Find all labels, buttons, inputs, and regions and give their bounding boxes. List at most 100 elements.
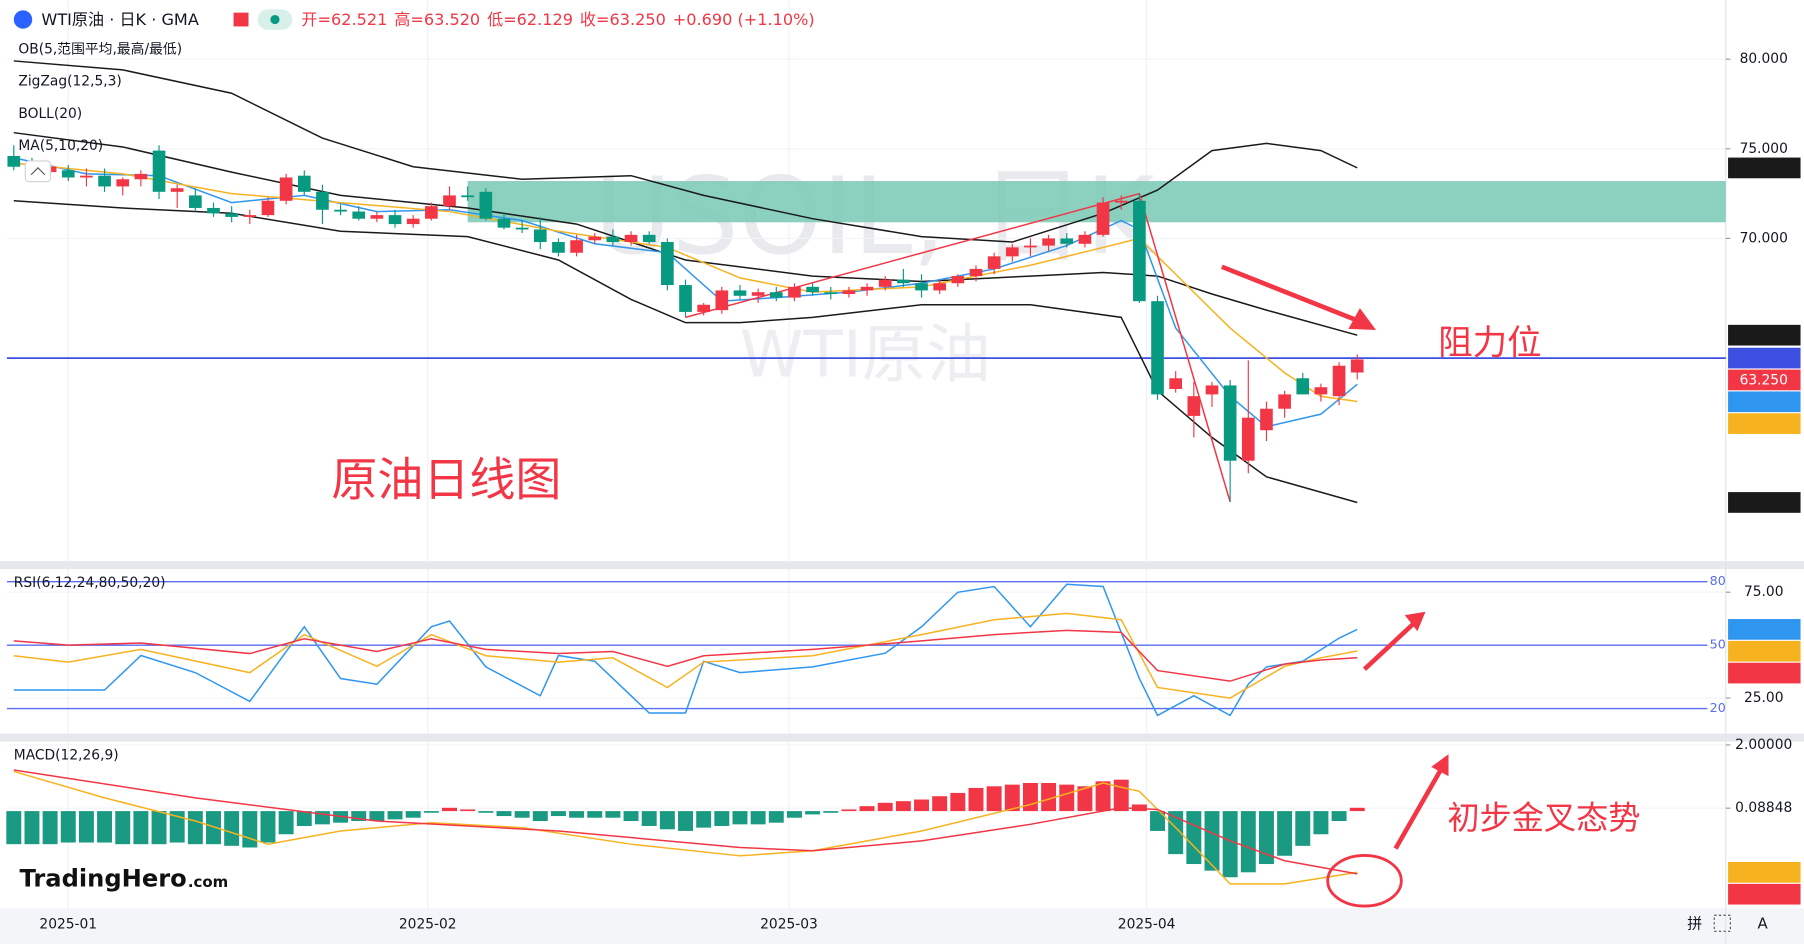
y-tick-label: 75.000 <box>1740 141 1788 157</box>
toolbar-button[interactable]: A <box>1757 914 1768 932</box>
candle-body <box>1260 408 1273 431</box>
histogram-bar <box>42 811 58 845</box>
candle-body <box>80 175 93 178</box>
histogram-bar <box>1295 811 1311 846</box>
arrow <box>1220 264 1362 325</box>
histogram-bar <box>242 811 258 848</box>
candle-body <box>1042 238 1055 246</box>
candle-body <box>806 286 819 293</box>
last-value-box <box>1728 157 1801 179</box>
candle-body <box>824 292 838 295</box>
candle-body <box>588 236 602 241</box>
candle-body <box>261 200 275 216</box>
candle-body <box>1205 385 1219 395</box>
histogram-bar <box>786 811 802 818</box>
last-value-box <box>1728 640 1801 662</box>
histogram-bar <box>968 787 984 812</box>
histogram-bar <box>659 811 675 830</box>
candle-body <box>788 286 801 298</box>
candle-body <box>1024 245 1037 248</box>
indicator-label: MACD(12,26,9) <box>14 747 119 763</box>
series-line <box>13 200 1358 504</box>
level-label: 20 <box>1710 700 1726 715</box>
last-value-box <box>1728 347 1801 369</box>
histogram-bar <box>914 799 930 812</box>
indicator-label: OB(5,范围平均,最高/最低) <box>18 40 182 57</box>
panel-separator <box>0 733 1804 742</box>
candle-body <box>370 215 384 219</box>
histogram-bar <box>24 811 40 845</box>
candle-body <box>1151 301 1164 395</box>
histogram-bar <box>805 811 821 815</box>
histogram-bar <box>133 811 149 845</box>
header-value: 收=63.250 <box>580 10 666 29</box>
candle-body <box>552 242 565 253</box>
histogram-bar <box>605 811 621 818</box>
x-tick-label: 2025-03 <box>760 916 818 932</box>
candle-body <box>1005 247 1019 257</box>
annotation: 原油日线图 <box>331 452 561 506</box>
fullscreen-icon[interactable] <box>1713 914 1731 932</box>
watermark-sub: WTI原油 <box>740 317 991 392</box>
histogram-bar <box>260 811 276 843</box>
collapse-button[interactable] <box>24 160 52 183</box>
histogram-bar <box>460 809 476 812</box>
histogram-bar <box>1131 804 1147 812</box>
indicator-label: RSI(6,12,24,80,50,20) <box>14 575 166 591</box>
candle-body <box>606 236 620 243</box>
series-line <box>13 60 1358 243</box>
y-tick-label: 0.08848 <box>1735 800 1792 816</box>
histogram-bar <box>950 792 966 812</box>
candle-body <box>1296 378 1310 395</box>
histogram-bar <box>641 811 657 826</box>
last-value-label: 63.250 <box>1740 373 1788 389</box>
histogram-bar <box>1150 811 1166 831</box>
order-block-zone <box>467 181 1726 223</box>
arrow-head <box>1431 754 1449 777</box>
candle-body <box>443 195 456 207</box>
candle-body <box>933 283 947 291</box>
header-value: 低=62.129 <box>487 10 573 29</box>
candle-body <box>116 179 130 187</box>
last-value-box <box>1728 492 1801 513</box>
histogram-bar <box>387 811 403 820</box>
candle-body <box>1241 417 1255 461</box>
candle-body <box>533 229 547 243</box>
last-value-box <box>1728 662 1801 684</box>
histogram-bar <box>1077 786 1093 812</box>
candle-body <box>570 240 583 253</box>
histogram-bar <box>97 811 113 843</box>
histogram-bar <box>278 811 294 835</box>
histogram-bar <box>714 811 730 826</box>
histogram-bar <box>932 796 948 812</box>
y-tick-label: 2.00000 <box>1735 737 1792 753</box>
toolbar-button[interactable]: 拼 <box>1687 914 1702 932</box>
level-label: 50 <box>1710 637 1726 652</box>
candle-body <box>189 195 202 208</box>
histogram-bar <box>1168 811 1184 855</box>
histogram-bar <box>60 811 76 843</box>
symbol-icon <box>13 10 33 29</box>
histogram-bar <box>550 811 566 817</box>
histogram-bar <box>78 811 94 843</box>
candle-body <box>1187 396 1201 416</box>
candle-body <box>7 155 21 167</box>
histogram-bar <box>768 811 784 823</box>
histogram-bar <box>115 811 131 845</box>
header-value: 开=62.521 <box>301 10 387 29</box>
candle-body <box>425 206 438 219</box>
candle-body <box>642 234 656 243</box>
histogram-bar <box>1222 811 1238 878</box>
arrow-head <box>1348 308 1377 330</box>
histogram-bar <box>587 811 603 818</box>
candle-body <box>1278 394 1291 409</box>
logo-suffix: .com <box>188 873 228 891</box>
annotation: 阻力位 <box>1438 323 1542 363</box>
series-line <box>13 583 1358 717</box>
candle-body <box>1133 200 1146 302</box>
histogram-bar <box>1204 811 1220 871</box>
candle-body <box>243 215 257 217</box>
y-tick-label: 25.00 <box>1744 690 1784 706</box>
